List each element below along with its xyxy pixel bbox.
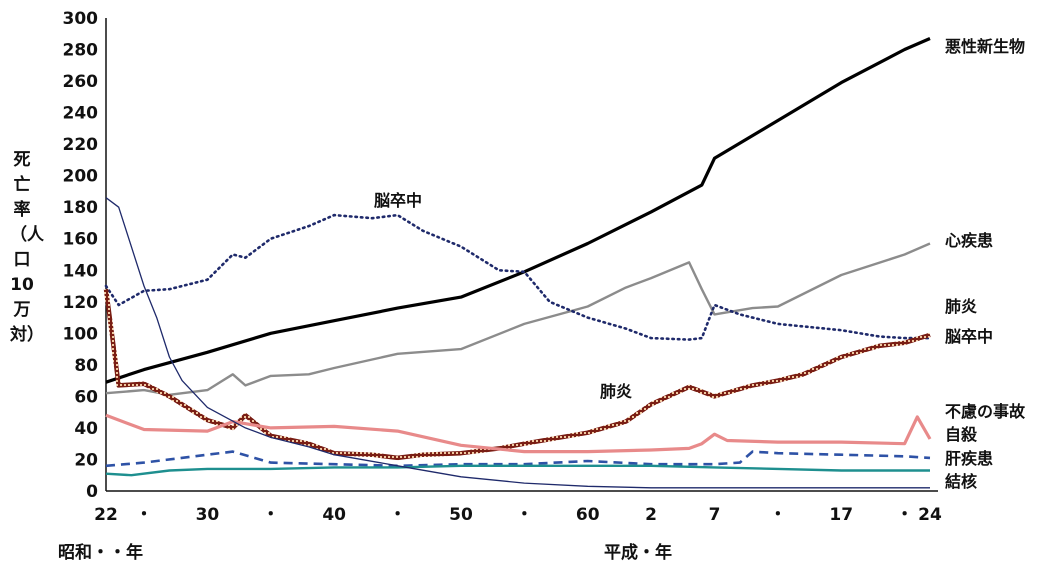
y-tick-label: 300 [63,9,99,29]
x-tick-label: 40 [322,505,346,525]
y-tick-label: 220 [63,135,99,155]
y-tick-label: 200 [63,167,99,187]
series-line-4 [105,413,932,454]
y-tick-label: 20 [74,450,98,470]
era-label-heisei: 平成・年 [604,543,672,563]
series-line-8 [105,197,930,489]
x-tick-label: 60 [576,505,600,525]
series-label: 心疾患 [945,231,993,250]
x-tick-label: ・ [896,505,913,525]
series-label: 結核 [945,472,977,491]
series-label: 脳卒中 [945,327,993,346]
series-label: 不慮の事故 [945,402,1026,421]
y-tick-label: 180 [63,198,99,218]
era-label-showa: 昭和・・年 [58,543,143,563]
y-tick-label: 280 [63,41,99,61]
series-label: 肺炎 [600,382,632,401]
series-label: 肺炎 [945,297,977,316]
series-line-7 [105,464,930,477]
y-tick-label: 240 [63,104,99,124]
y-tick-label: 60 [74,387,98,407]
y-tick-label: 260 [63,72,99,92]
x-tick-label: ・ [389,505,406,525]
series-line-0 [105,37,931,384]
series-line-6 [105,450,931,468]
x-tick-label: 50 [449,505,473,525]
y-tick-label: 80 [74,356,98,376]
x-tick-label: 2 [645,505,657,525]
series-label: 肝疾患 [945,449,993,468]
y-tick-label: 100 [63,324,99,344]
series-label: 脳卒中 [374,191,422,210]
x-tick-label: ・ [516,505,533,525]
series-label: 悪性新生物 [945,37,1025,56]
x-tick-label: 22 [94,505,118,525]
y-tick-label: 40 [74,419,98,439]
x-tick-label: 7 [709,505,721,525]
x-tick-label: 30 [196,505,220,525]
series-line-2 [104,213,932,341]
series-line-1 [105,242,931,396]
series-label: 自殺 [945,425,978,444]
y-tick-label: 0 [86,482,98,502]
y-tick-label: 120 [63,293,99,313]
x-tick-label: 17 [829,505,853,525]
x-tick-label: 24 [918,505,942,525]
x-tick-label: ・ [262,505,279,525]
y-tick-label: 140 [63,261,99,281]
y-tick-label: 160 [63,230,99,250]
series-line-3 [103,288,931,461]
x-tick-label: ・ [136,505,153,525]
y-axis-label: 死亡率（人口10万対） [10,150,44,345]
x-tick-label: ・ [769,505,786,525]
